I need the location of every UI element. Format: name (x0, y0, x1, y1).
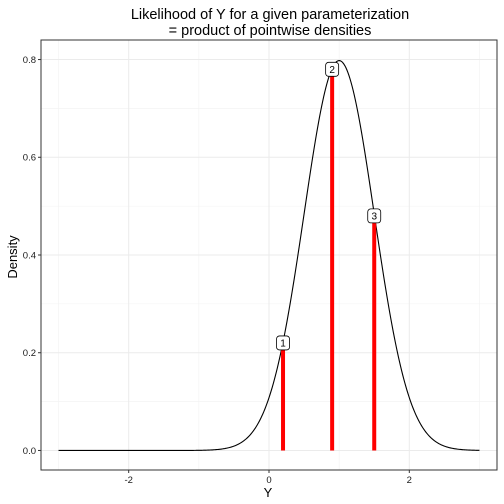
x-axis-label: Y (264, 485, 273, 500)
density-curve-layer (58, 60, 480, 451)
y-tick-label: 0.8 (23, 55, 36, 66)
observation-label-box-3 (367, 208, 382, 224)
observation-bars (281, 69, 377, 451)
y-tick-label: 0.2 (23, 348, 36, 359)
observation-label-box-2 (325, 61, 340, 77)
axis-ticks: -2 0 2 0.0 0.2 0.4 0.6 0.8 (23, 55, 412, 486)
chart-title-line-1: Likelihood of Y for a given parameteriza… (131, 7, 409, 23)
density-curve (58, 60, 480, 451)
y-tick-label: 0.0 (23, 446, 36, 457)
y-tick-label: 0.6 (23, 153, 36, 164)
chart-title-line-2: = product of pointwise densities (169, 23, 372, 39)
grid (41, 40, 497, 470)
y-axis-label: Density (5, 235, 20, 279)
x-tick-label: 0 (266, 475, 271, 486)
observation-label-1: 1 (280, 339, 286, 350)
y-tick-label: 0.4 (23, 250, 36, 261)
observation-label-box-1 (276, 335, 290, 351)
observation-label-3: 3 (371, 212, 377, 223)
observation-labels: 1 2 3 (276, 61, 382, 351)
observation-label-2: 2 (329, 65, 335, 76)
x-tick-label: -2 (124, 475, 132, 486)
x-tick-label: 2 (407, 475, 412, 486)
